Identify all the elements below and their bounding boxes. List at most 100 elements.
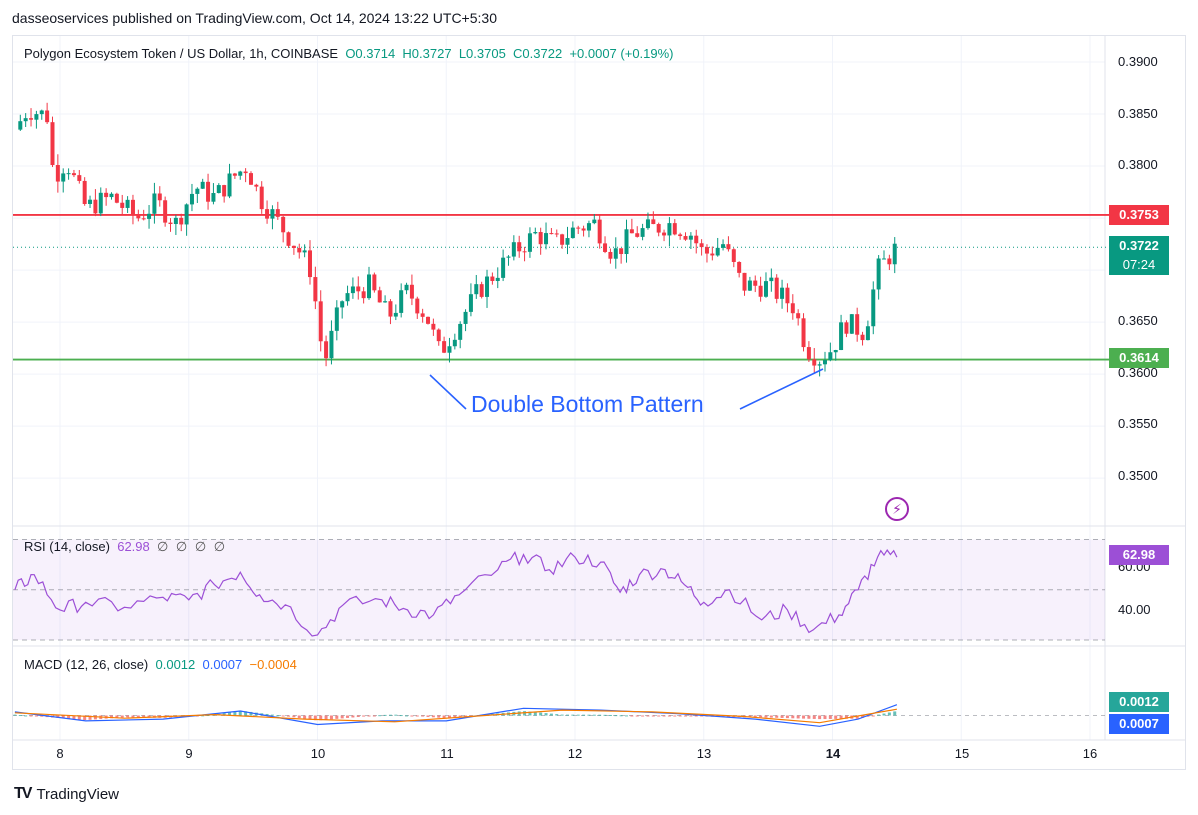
- candle-down: [426, 316, 431, 324]
- candle-down: [662, 232, 667, 236]
- candle-up: [645, 219, 650, 229]
- candle-down: [50, 122, 55, 166]
- macd-histogram-bar: [233, 711, 237, 716]
- macd-histogram-bar: [410, 715, 414, 717]
- candle-up: [468, 294, 473, 312]
- macd-histogram-bar: [308, 715, 312, 720]
- tradingview-logo-icon: TV: [14, 785, 33, 802]
- candle-down: [248, 173, 253, 185]
- x-tick: 16: [1082, 746, 1098, 761]
- candle-down: [313, 277, 318, 302]
- candle-down: [442, 341, 447, 353]
- candle-down: [281, 216, 286, 233]
- candle-down: [678, 234, 683, 237]
- x-tick: 10: [310, 746, 326, 761]
- candle-down: [742, 272, 747, 291]
- macd-histogram-bar: [383, 714, 387, 716]
- macd-histogram-bar: [646, 715, 650, 717]
- candle-down: [704, 247, 709, 254]
- macd-histogram-bar: [871, 715, 875, 717]
- candle-up: [715, 247, 720, 256]
- candle-down: [694, 235, 699, 244]
- candle-down: [259, 186, 264, 210]
- rsi-label: RSI (14, close): [24, 539, 110, 554]
- macd-histogram-bar: [807, 715, 811, 719]
- candle-down: [356, 286, 361, 292]
- candle-down: [222, 185, 227, 197]
- candle-down: [232, 173, 237, 176]
- candle-down: [619, 248, 624, 255]
- candle-down: [307, 250, 312, 278]
- macd-histogram-bar: [303, 715, 307, 719]
- macd-histogram-bar: [351, 715, 355, 718]
- candle-up: [871, 289, 876, 327]
- macd-histogram-bar: [447, 715, 451, 718]
- candle-up: [882, 258, 886, 260]
- candle-up: [640, 228, 645, 237]
- macd-histogram-bar: [340, 715, 344, 719]
- candle-down: [560, 234, 565, 245]
- macd-histogram-bar: [356, 715, 360, 718]
- macd-line: [14, 704, 898, 727]
- candle-up: [688, 235, 693, 240]
- macd-histogram-bar: [61, 715, 65, 719]
- candle-up: [195, 188, 200, 194]
- candle-up: [747, 280, 752, 291]
- high-value: H0.3727: [402, 46, 452, 61]
- candle-up: [485, 276, 490, 297]
- annotation-pointer-left: [429, 374, 467, 410]
- macd-histogram-bar: [823, 715, 827, 720]
- macd-histogram-bar: [662, 715, 666, 717]
- candle-down: [608, 251, 613, 259]
- macd-tag: 0.0012: [1109, 692, 1169, 712]
- candle-up: [667, 223, 672, 236]
- macd-legend: MACD (12, 26, close) 0.0012 0.0007 −0.00…: [24, 657, 297, 672]
- candle-up: [763, 281, 768, 297]
- candle-down: [254, 184, 259, 187]
- candle-down: [726, 244, 731, 250]
- candle-up: [463, 311, 468, 324]
- macd-histogram-bar: [453, 715, 457, 718]
- macd-histogram-bar: [29, 715, 33, 717]
- macd-histogram-bar: [131, 715, 135, 718]
- macd-histogram-bar: [77, 715, 81, 720]
- candle-down: [120, 202, 125, 208]
- macd-histogram-bar: [614, 715, 618, 717]
- candle-down: [286, 232, 291, 246]
- rsi-tick: 40.00: [1118, 602, 1151, 617]
- macd-histogram-bar: [265, 713, 269, 716]
- macd-histogram-bar: [201, 715, 205, 717]
- macd-histogram-bar: [442, 715, 446, 719]
- candle-up: [66, 173, 71, 175]
- macd-histogram-bar: [861, 715, 865, 718]
- candle-up: [876, 258, 881, 290]
- candle-down: [801, 318, 806, 348]
- candle-up: [334, 307, 339, 331]
- candle-down: [549, 233, 554, 235]
- macd-histogram-bar: [769, 715, 773, 718]
- macd-histogram-bar: [276, 715, 280, 717]
- x-tick: 14: [825, 746, 841, 761]
- footer: TV TradingView: [14, 785, 119, 803]
- candle-up: [88, 199, 93, 204]
- candle-down: [796, 313, 801, 319]
- macd-histogram-bar: [88, 715, 92, 720]
- candle-down: [168, 222, 173, 225]
- lightning-icon[interactable]: ⚡: [885, 497, 909, 521]
- candle-down: [29, 118, 34, 120]
- candle-down: [141, 218, 146, 220]
- candle-up: [780, 287, 785, 299]
- rsi-value: 62.98: [117, 539, 150, 554]
- candle-down: [785, 287, 790, 304]
- macd-histogram-bar: [673, 715, 677, 717]
- macd-histogram-bar: [228, 712, 232, 716]
- macd-histogram-bar: [684, 715, 688, 717]
- candle-up: [586, 223, 591, 231]
- candle-down: [291, 245, 296, 248]
- macd-histogram-bar: [367, 715, 371, 717]
- candle-down: [55, 165, 60, 182]
- macd-histogram-bar: [834, 715, 838, 719]
- candle-up: [404, 284, 409, 291]
- low-value: L0.3705: [458, 46, 506, 61]
